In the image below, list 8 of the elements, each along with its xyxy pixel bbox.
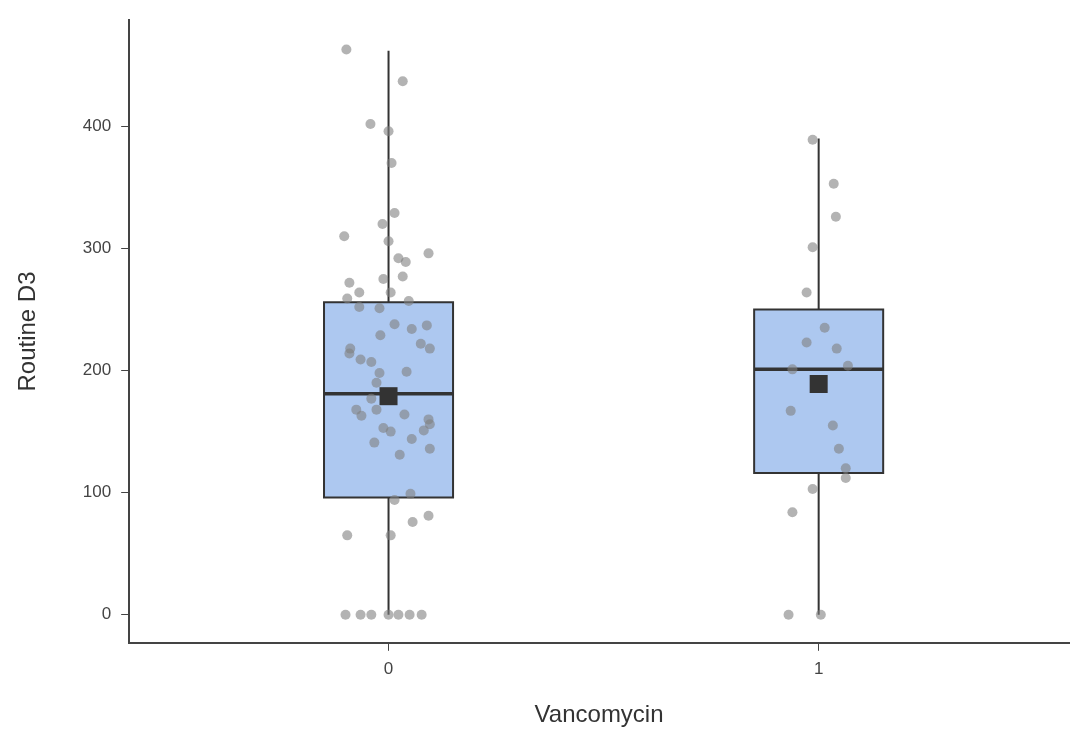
y-tick-label: 400 xyxy=(82,116,112,136)
y-tick-label: 200 xyxy=(82,360,112,380)
y-tick-label: 0 xyxy=(101,604,112,624)
x-tick-label: 1 xyxy=(813,658,824,678)
y-tick-label: 100 xyxy=(82,482,112,502)
y-axis-title: Routine D3 xyxy=(13,271,41,392)
x-axis-title: Vancomycin xyxy=(534,700,664,728)
y-tick-label: 300 xyxy=(82,238,112,258)
